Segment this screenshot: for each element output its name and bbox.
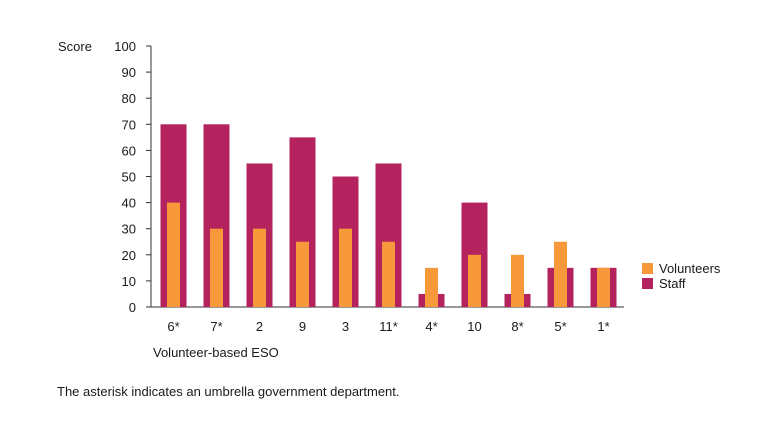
legend-swatch-volunteers xyxy=(642,263,653,274)
legend-item-staff: Staff xyxy=(642,276,720,291)
x-tick-label: 1* xyxy=(597,319,609,334)
legend-label-volunteers: Volunteers xyxy=(659,261,721,276)
x-tick-label: 3 xyxy=(342,319,349,334)
x-tick-label: 9 xyxy=(299,319,306,334)
x-tick-label: 6* xyxy=(167,319,179,334)
y-tick-label: 100 xyxy=(114,39,136,54)
bar-volunteers xyxy=(597,267,610,307)
bar-volunteers xyxy=(296,241,309,307)
y-tick-label: 0 xyxy=(129,300,136,315)
y-tick-label: 70 xyxy=(122,117,136,132)
bar-volunteers xyxy=(511,254,524,307)
bar-volunteers xyxy=(339,228,352,307)
bar-volunteers xyxy=(167,202,180,307)
x-tick-label: 10 xyxy=(467,319,481,334)
legend-label-staff: Staff xyxy=(659,276,686,291)
legend-swatch-staff xyxy=(642,278,653,289)
bar-volunteers xyxy=(253,228,266,307)
x-axis-ticks: 6* 7* 2 9 3 11* 4* 10 8* 5* 1* xyxy=(167,319,609,334)
x-axis-label: Volunteer-based ESO xyxy=(153,345,279,360)
x-tick-label: 8* xyxy=(511,319,523,334)
footnote: The asterisk indicates an umbrella gover… xyxy=(57,384,400,399)
x-tick-label: 7* xyxy=(210,319,222,334)
x-tick-label: 2 xyxy=(256,319,263,334)
legend: Volunteers Staff xyxy=(642,261,720,291)
y-axis-label: Score xyxy=(58,39,92,54)
bar-volunteers xyxy=(210,228,223,307)
y-tick-label: 20 xyxy=(122,248,136,263)
y-tick-label: 40 xyxy=(122,196,136,211)
y-tick-label: 50 xyxy=(122,170,136,185)
y-tick-label: 10 xyxy=(122,274,136,289)
bars xyxy=(160,124,617,307)
x-tick-label: 5* xyxy=(554,319,566,334)
bar-volunteers xyxy=(554,241,567,307)
bar-volunteers xyxy=(425,267,438,307)
bar-volunteers xyxy=(468,254,481,307)
legend-item-volunteers: Volunteers xyxy=(642,261,720,276)
bar-volunteers xyxy=(382,241,395,307)
x-tick-label: 11* xyxy=(379,319,398,334)
y-tick-label: 60 xyxy=(122,143,136,158)
x-tick-label: 4* xyxy=(425,319,437,334)
y-tick-label: 30 xyxy=(122,222,136,237)
y-tick-label: 80 xyxy=(122,91,136,106)
y-tick-label: 90 xyxy=(122,65,136,80)
